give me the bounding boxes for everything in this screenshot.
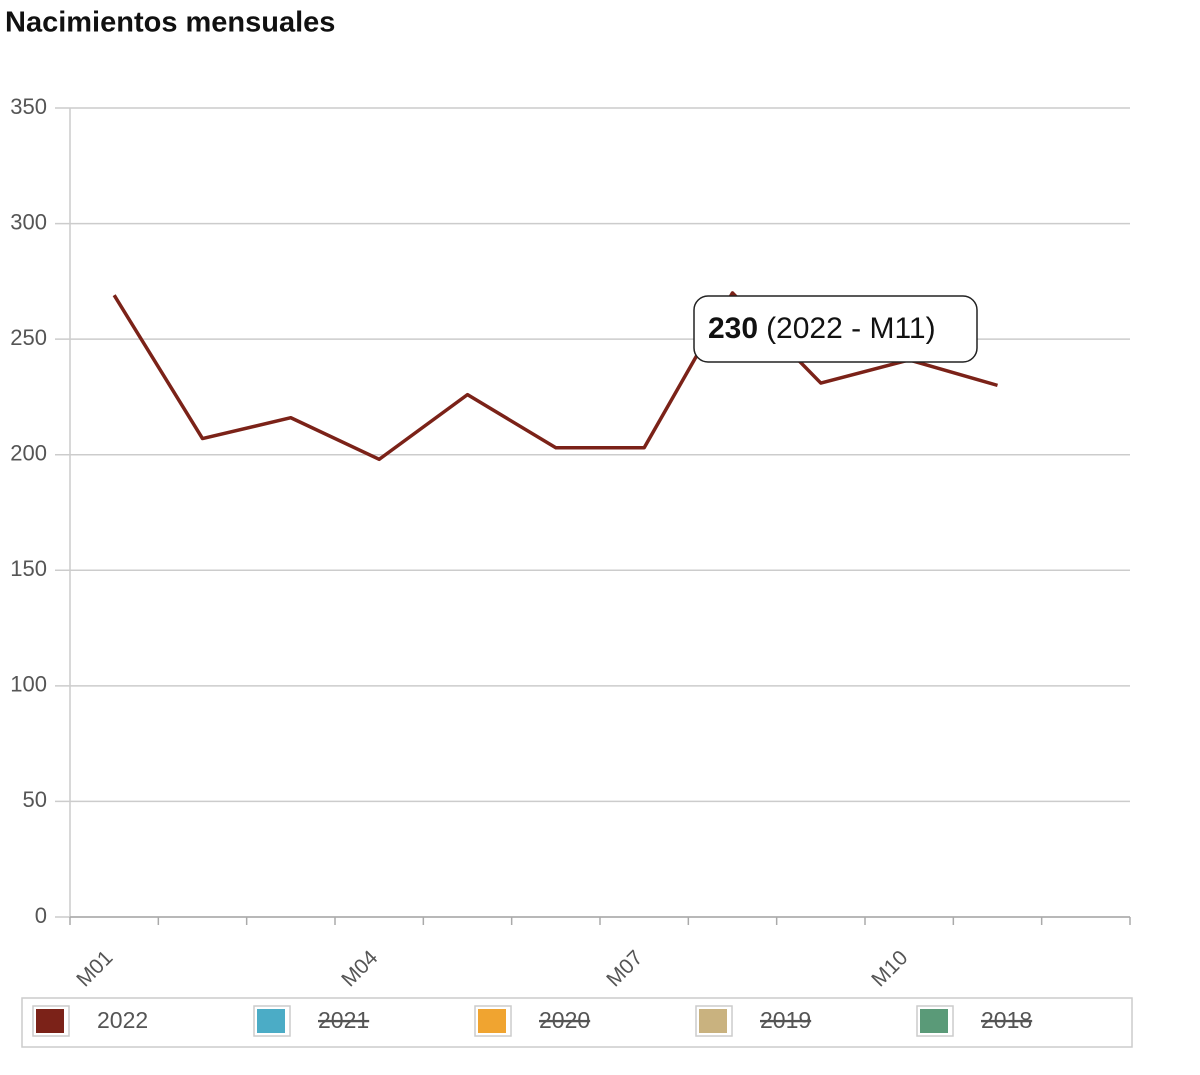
tooltip: 230 (2022 - M11) [693,295,978,363]
legend-swatch [257,1009,285,1033]
y-tick-label: 300 [10,209,47,234]
y-tick-label: 250 [10,325,47,350]
legend-swatch [478,1009,506,1033]
y-tick-label: 100 [10,672,47,697]
legend-label[interactable]: 2021 [318,1007,369,1033]
x-tick-label: M07 [602,946,647,991]
legend-label[interactable]: 2019 [760,1007,811,1033]
tooltip-box [693,295,978,363]
x-tick-label: M04 [337,946,382,991]
tooltip-label: (2022 - M11) [766,312,936,345]
y-tick-label: 200 [10,441,47,466]
legend-label[interactable]: 2018 [981,1007,1032,1033]
legend-label[interactable]: 2020 [539,1007,590,1033]
y-tick-label: 0 [35,903,47,928]
chart-title: Nacimientos mensuales [5,7,335,39]
x-tick-label: M01 [72,946,117,991]
tooltip-value: 230 [708,312,758,345]
y-tick-label: 350 [10,94,47,119]
y-tick-label: 50 [23,787,47,812]
x-tick-label: M10 [867,946,912,991]
legend-swatch [699,1009,727,1033]
legend-swatch [920,1009,948,1033]
legend-swatch [36,1009,64,1033]
legend-label[interactable]: 2022 [97,1007,148,1033]
tooltip-text: 230 (2022 - M11) [708,312,936,345]
data-line [112,291,998,462]
y-tick-label: 150 [10,556,47,581]
